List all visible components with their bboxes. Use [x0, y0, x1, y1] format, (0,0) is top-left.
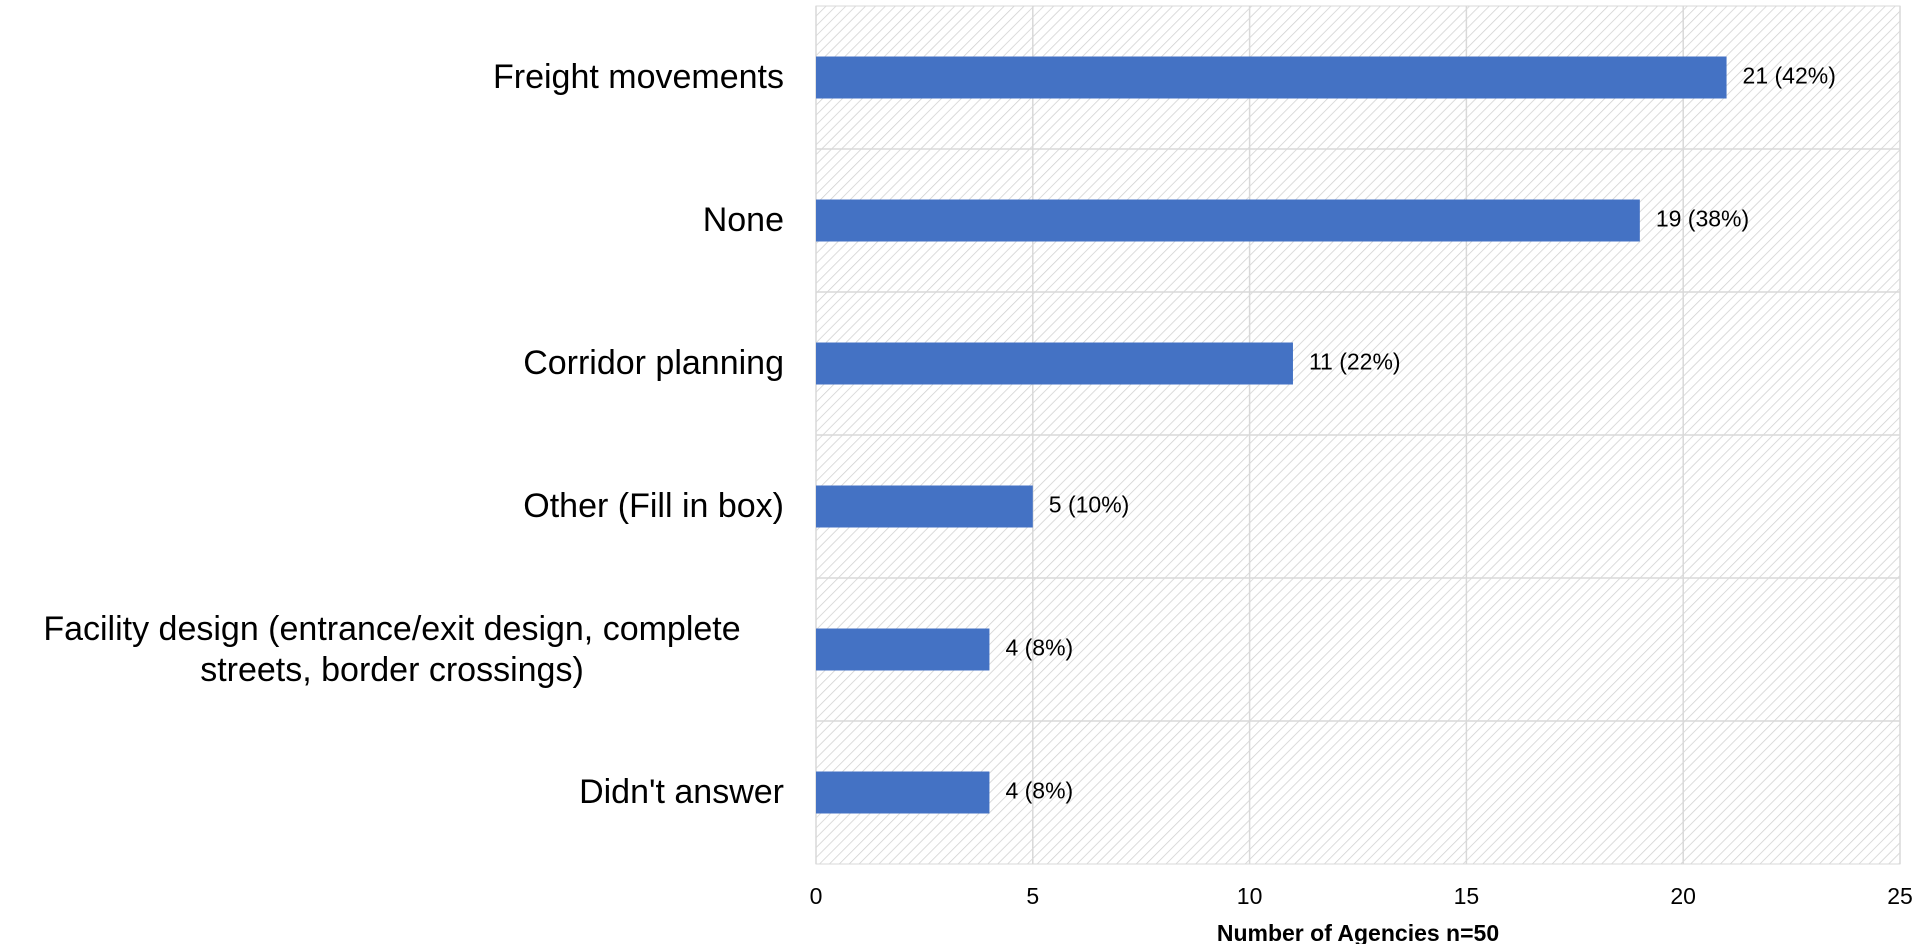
y-tick-label: Corridor planning — [523, 344, 784, 383]
category-label-box: Facility design (entrance/exit design, c… — [0, 578, 784, 721]
data-label: 5 (10%) — [1049, 492, 1130, 518]
category-label-box: Other (Fill in box) — [523, 435, 784, 578]
x-tick-label: 15 — [1454, 883, 1480, 909]
category-label-box: None — [703, 149, 784, 292]
data-label: 4 (8%) — [1005, 635, 1073, 661]
y-tick-label: Other (Fill in box) — [523, 487, 784, 526]
bar — [816, 771, 990, 814]
bar — [816, 56, 1727, 99]
x-tick-label: 10 — [1237, 883, 1263, 909]
x-axis-title: Number of Agencies n=50 — [1217, 920, 1499, 944]
bar — [816, 628, 990, 671]
data-label: 11 (22%) — [1309, 349, 1401, 375]
category-label-box: Freight movements — [493, 6, 784, 149]
x-tick-label: 25 — [1887, 883, 1913, 909]
y-tick-label: Freight movements — [493, 58, 784, 97]
y-tick-label: Didn't answer — [579, 773, 784, 812]
x-tick-label: 5 — [1026, 883, 1039, 909]
bar — [816, 342, 1293, 385]
category-label-box: Didn't answer — [579, 721, 784, 864]
category-label-box: Corridor planning — [523, 292, 784, 435]
bar — [816, 199, 1640, 242]
data-label: 4 (8%) — [1005, 778, 1073, 804]
y-tick-label: Facility design (entrance/exit design, c… — [43, 609, 741, 689]
x-tick-label: 0 — [810, 883, 823, 909]
data-label: 21 (42%) — [1743, 63, 1836, 89]
y-tick-label: None — [702, 201, 784, 240]
x-tick-label: 20 — [1670, 883, 1696, 909]
bar — [816, 485, 1033, 528]
data-label: 19 (38%) — [1656, 206, 1749, 232]
